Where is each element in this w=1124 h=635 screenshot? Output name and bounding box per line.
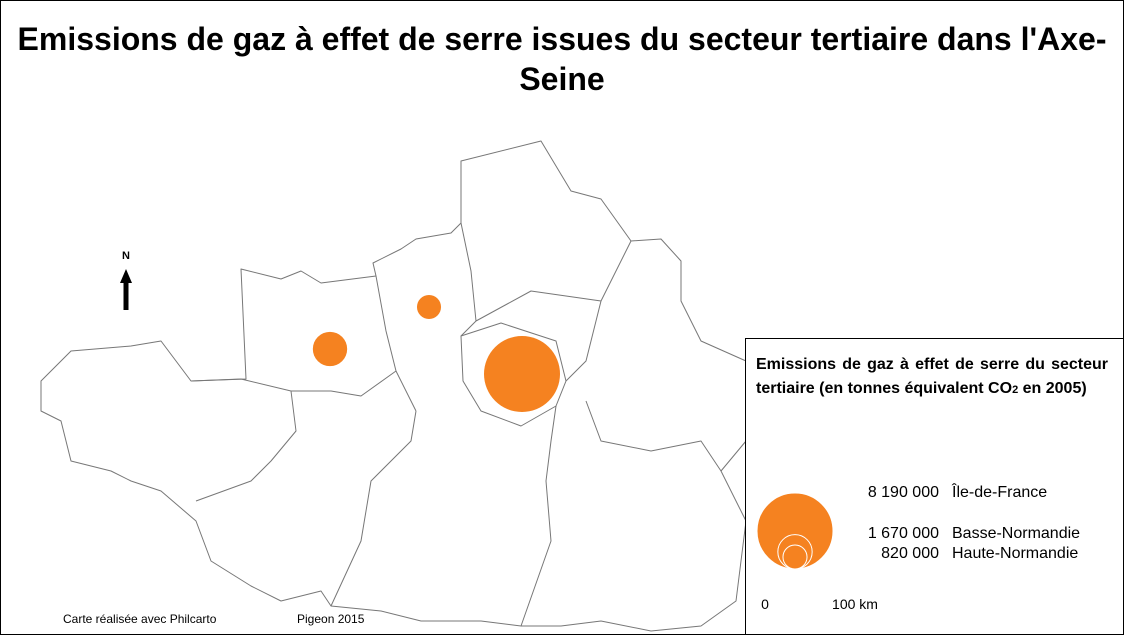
legend-title-text: en 2005) <box>1018 380 1087 397</box>
emission-circle <box>312 331 348 367</box>
credit: Pigeon 2015 <box>297 612 365 626</box>
north-arrow <box>120 269 132 310</box>
legend-title-text: Emissions de gaz à effet de serre du sec… <box>756 356 1108 397</box>
emission-circle <box>483 335 561 413</box>
emission-circle <box>416 294 442 320</box>
region-outlines <box>40 140 747 632</box>
legend: Emissions de gaz à effet de serre du sec… <box>745 338 1123 634</box>
legend-title: Emissions de gaz à effet de serre du sec… <box>756 353 1108 402</box>
map-title: Emissions de gaz à effet de serre issues… <box>17 21 1107 97</box>
north-label: N <box>122 250 130 262</box>
credit: Carte réalisée avec Philcarto <box>63 612 217 626</box>
legend-title-sub: 2 <box>1012 384 1019 396</box>
